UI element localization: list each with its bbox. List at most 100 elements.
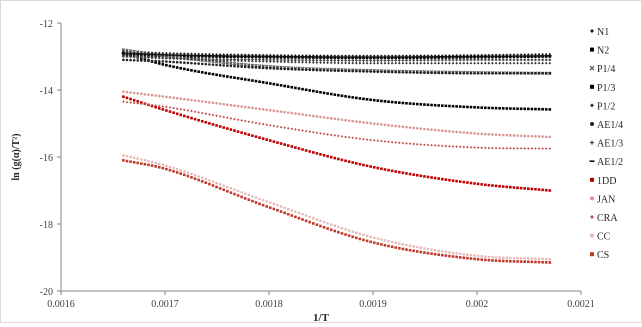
data-point [390,124,394,127]
data-point [491,61,494,65]
data-point [340,59,344,62]
data-point [548,135,552,139]
data-point [183,67,186,71]
data-point [433,103,437,107]
data-point [405,243,408,247]
data-point [491,71,494,75]
data-point [150,54,154,57]
data-point [294,210,297,213]
data-point [537,260,541,264]
data-point [154,105,157,109]
data-point [265,58,269,62]
data-point [444,129,448,133]
data-point [243,132,247,135]
data-point [301,68,304,71]
data-point [150,56,154,60]
data-point [122,100,125,104]
data-point [283,143,286,146]
data-point [415,61,419,65]
data-point [487,133,491,136]
data-point [530,58,534,62]
data-point [326,222,329,225]
data-point [473,58,476,62]
data-point [175,52,179,55]
data-point [527,260,530,264]
data-point [186,171,190,175]
data-point [419,58,423,62]
data-point [233,188,236,191]
data-point [315,223,319,227]
data-point [516,260,519,263]
data-point [304,113,308,117]
data-point [462,58,466,62]
data-point [122,159,125,162]
data-point [208,182,211,186]
data-point [527,61,530,65]
data-point [229,53,233,56]
data-point [433,252,437,256]
data-point [283,84,286,88]
data-point [390,240,394,244]
data-point [484,183,487,187]
data-point [190,52,193,56]
data-point [322,91,326,95]
data-point [215,53,218,56]
data-point [441,61,444,65]
data-point [466,105,469,109]
data-point [537,58,541,62]
data-point [254,196,258,199]
legend-marker [590,252,594,257]
data-point [390,140,394,144]
data-point [322,220,326,224]
data-point [544,257,548,261]
data-point [419,103,423,106]
data-point [240,195,243,199]
data-point [390,70,394,74]
data-point [451,130,455,133]
data-point [412,102,415,106]
data-point [254,59,258,63]
data-point [509,259,512,263]
data-point [458,180,462,183]
data-point [462,131,466,134]
data-point [258,66,261,70]
data-point [125,100,129,104]
data-point [122,58,125,62]
data-point [362,233,365,237]
data-point [215,124,218,127]
data-point [347,95,351,99]
data-point [304,214,308,217]
data-point [487,255,491,259]
data-point [491,133,494,136]
data-point [455,255,458,259]
data-point [125,58,129,62]
data-point [344,59,347,62]
data-point [322,132,326,136]
data-point [419,61,423,65]
data-point [279,67,283,71]
data-point [172,65,175,69]
data-point [283,211,286,215]
data-point [208,101,211,104]
data-point [168,110,172,113]
data-point [451,145,455,148]
y-tick-label: -20 [40,287,53,298]
data-point [351,119,355,123]
data-point [172,106,175,110]
data-point [365,234,369,238]
data-point [480,106,484,109]
data-point [480,183,484,186]
data-point [183,57,186,60]
data-point [458,71,462,75]
data-point [376,237,380,240]
data-point [380,238,383,241]
data-point [218,63,222,67]
data-point [197,52,200,56]
data-point [387,70,390,74]
data-point [347,119,351,122]
data-point [491,106,494,110]
data-point [455,145,458,148]
data-point [491,58,494,62]
data-point [516,53,519,56]
data-point [183,114,186,118]
